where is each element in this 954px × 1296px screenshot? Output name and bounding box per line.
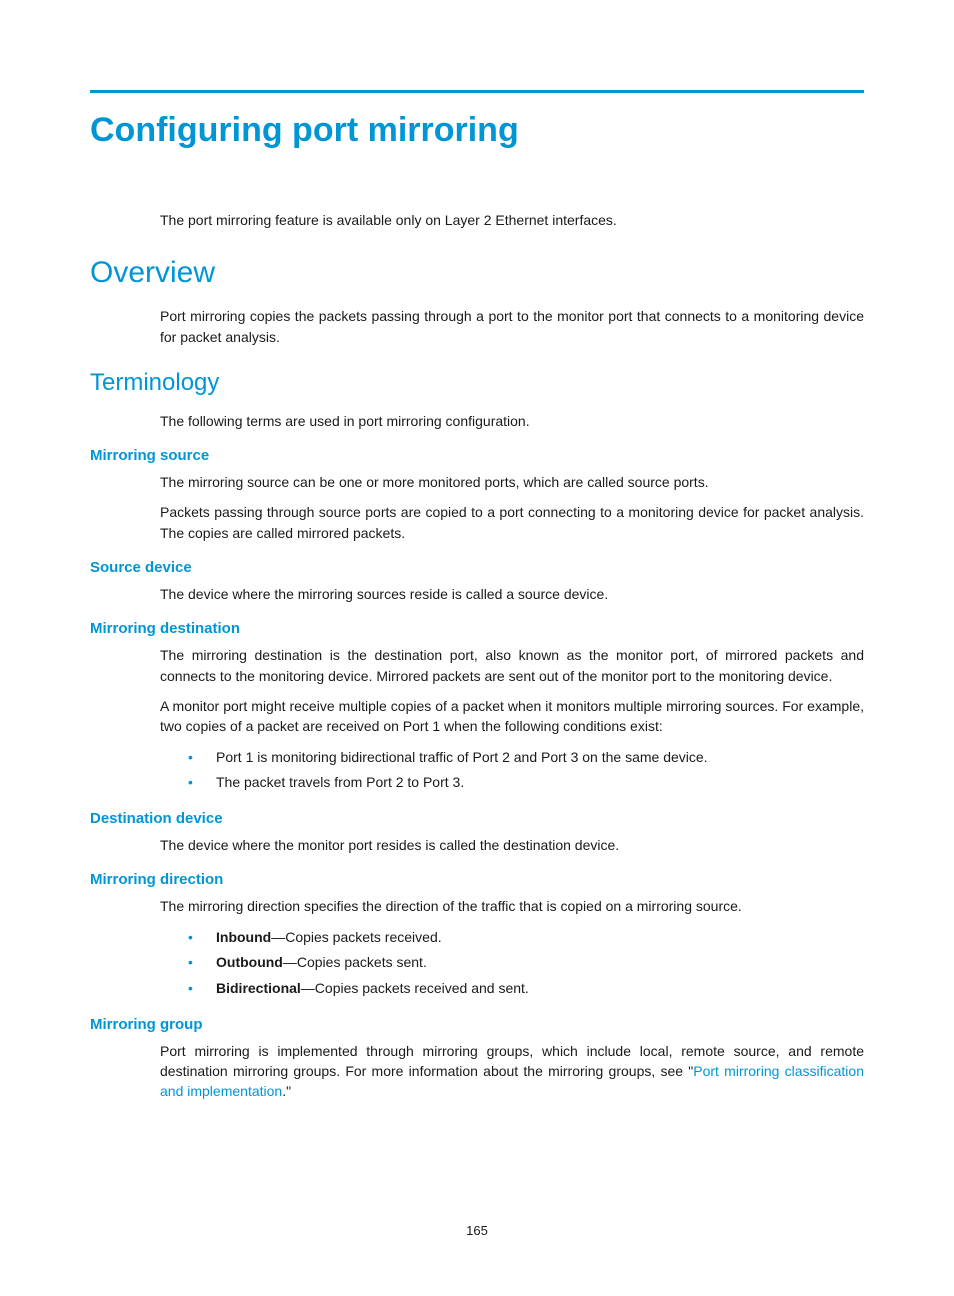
destination-device-p1: The device where the monitor port reside… [160, 835, 864, 855]
list-item: The packet travels from Port 2 to Port 3… [160, 772, 864, 794]
bullet-bold: Bidirectional [216, 980, 301, 996]
mirroring-source-p2: Packets passing through source ports are… [160, 502, 864, 543]
mirroring-destination-p1: The mirroring destination is the destina… [160, 645, 864, 686]
list-item: Port 1 is monitoring bidirectional traff… [160, 747, 864, 769]
page-number: 165 [0, 1223, 954, 1238]
heading-source-device: Source device [90, 559, 864, 576]
heading-overview: Overview [90, 256, 864, 290]
mirroring-destination-p2: A monitor port might receive multiple co… [160, 696, 864, 737]
mirroring-source-p1: The mirroring source can be one or more … [160, 472, 864, 492]
mirroring-group-p1-post: ." [282, 1083, 291, 1099]
heading-terminology: Terminology [90, 369, 864, 397]
page-title: Configuring port mirroring [90, 111, 864, 150]
overview-text: Port mirroring copies the packets passin… [160, 306, 864, 347]
heading-mirroring-group: Mirroring group [90, 1016, 864, 1033]
bullet-bold: Outbound [216, 954, 283, 970]
bullet-text: —Copies packets received and sent. [301, 980, 529, 996]
mirroring-direction-bullets: Inbound—Copies packets received. Outboun… [160, 927, 864, 1000]
list-item: Outbound—Copies packets sent. [160, 952, 864, 974]
mirroring-group-p1: Port mirroring is implemented through mi… [160, 1041, 864, 1102]
bullet-text: —Copies packets received. [271, 929, 441, 945]
bullet-bold: Inbound [216, 929, 271, 945]
heading-mirroring-source: Mirroring source [90, 447, 864, 464]
top-rule [90, 90, 864, 93]
list-item: Bidirectional—Copies packets received an… [160, 978, 864, 1000]
document-page: Configuring port mirroring The port mirr… [0, 0, 954, 1296]
terminology-intro: The following terms are used in port mir… [160, 411, 864, 431]
intro-note: The port mirroring feature is available … [160, 210, 864, 230]
bullet-text: —Copies packets sent. [283, 954, 427, 970]
list-item: Inbound—Copies packets received. [160, 927, 864, 949]
heading-destination-device: Destination device [90, 810, 864, 827]
heading-mirroring-direction: Mirroring direction [90, 871, 864, 888]
mirroring-direction-p1: The mirroring direction specifies the di… [160, 896, 864, 916]
heading-mirroring-destination: Mirroring destination [90, 620, 864, 637]
mirroring-destination-bullets: Port 1 is monitoring bidirectional traff… [160, 747, 864, 794]
source-device-p1: The device where the mirroring sources r… [160, 584, 864, 604]
